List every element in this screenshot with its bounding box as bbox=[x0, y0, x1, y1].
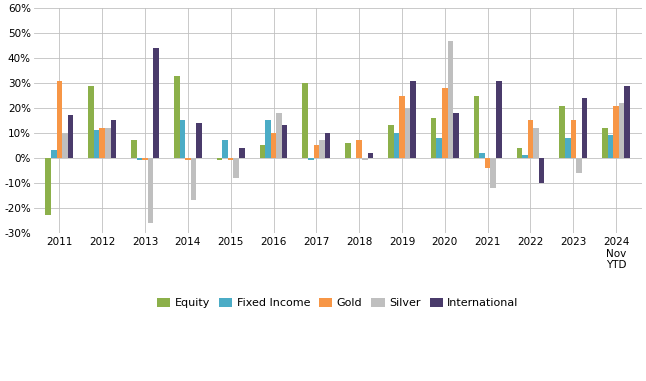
Bar bbox=[260, 146, 265, 158]
Bar bbox=[453, 113, 459, 158]
Legend: Equity, Fixed Income, Gold, Silver, International: Equity, Fixed Income, Gold, Silver, Inte… bbox=[152, 294, 523, 313]
Bar bbox=[228, 158, 233, 160]
Bar bbox=[110, 120, 116, 158]
Bar bbox=[357, 141, 362, 158]
Bar bbox=[57, 80, 62, 158]
Bar bbox=[490, 158, 496, 188]
Bar bbox=[68, 115, 73, 158]
Bar bbox=[265, 120, 271, 158]
Bar bbox=[410, 80, 416, 158]
Bar bbox=[302, 83, 308, 158]
Bar bbox=[362, 158, 368, 160]
Bar bbox=[565, 138, 570, 158]
Bar bbox=[608, 136, 613, 158]
Bar bbox=[308, 158, 313, 160]
Bar bbox=[89, 86, 94, 158]
Bar bbox=[62, 133, 68, 158]
Bar bbox=[99, 128, 105, 158]
Bar bbox=[570, 120, 576, 158]
Bar bbox=[388, 125, 393, 158]
Bar bbox=[399, 96, 405, 158]
Bar bbox=[180, 120, 185, 158]
Bar bbox=[533, 128, 539, 158]
Bar bbox=[528, 120, 533, 158]
Bar bbox=[405, 108, 410, 158]
Bar bbox=[222, 141, 228, 158]
Bar bbox=[313, 146, 319, 158]
Bar bbox=[442, 88, 448, 158]
Bar bbox=[185, 158, 191, 160]
Bar bbox=[517, 148, 522, 158]
Bar bbox=[282, 125, 287, 158]
Bar bbox=[539, 158, 545, 183]
Bar bbox=[191, 158, 196, 200]
Bar bbox=[153, 48, 159, 158]
Bar bbox=[45, 158, 51, 215]
Bar bbox=[345, 143, 351, 158]
Bar bbox=[496, 80, 501, 158]
Bar bbox=[196, 123, 202, 158]
Bar bbox=[625, 86, 630, 158]
Bar bbox=[271, 133, 276, 158]
Bar bbox=[431, 118, 437, 158]
Bar bbox=[51, 150, 57, 158]
Bar bbox=[576, 158, 581, 173]
Bar bbox=[602, 128, 608, 158]
Bar bbox=[479, 153, 485, 158]
Bar bbox=[239, 148, 245, 158]
Bar bbox=[148, 158, 153, 223]
Bar bbox=[174, 75, 180, 158]
Bar bbox=[276, 113, 282, 158]
Bar bbox=[619, 103, 625, 158]
Bar bbox=[437, 138, 442, 158]
Bar bbox=[233, 158, 239, 178]
Bar bbox=[325, 133, 330, 158]
Bar bbox=[559, 106, 565, 158]
Bar bbox=[217, 158, 222, 160]
Bar bbox=[485, 158, 490, 168]
Bar bbox=[319, 141, 325, 158]
Bar bbox=[581, 98, 587, 158]
Bar bbox=[94, 130, 99, 158]
Bar bbox=[105, 128, 110, 158]
Bar bbox=[448, 41, 453, 158]
Bar bbox=[142, 158, 148, 160]
Bar bbox=[613, 106, 619, 158]
Bar bbox=[368, 153, 373, 158]
Bar bbox=[474, 96, 479, 158]
Bar bbox=[393, 133, 399, 158]
Bar bbox=[131, 141, 137, 158]
Bar bbox=[522, 155, 528, 158]
Bar bbox=[137, 158, 142, 160]
